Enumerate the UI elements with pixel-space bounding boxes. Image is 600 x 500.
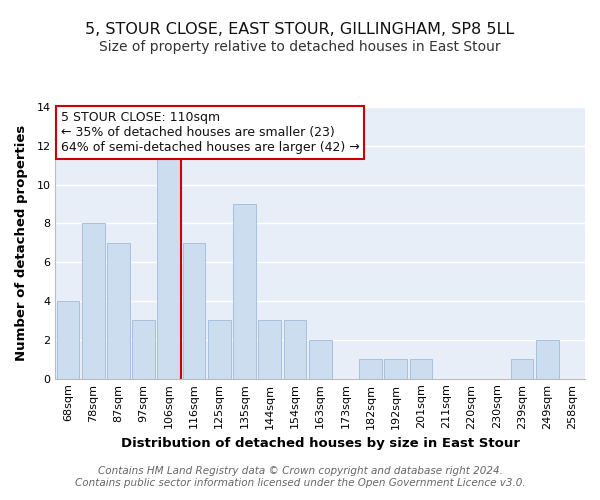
Bar bbox=[410, 360, 433, 378]
Bar bbox=[359, 360, 382, 378]
Bar bbox=[284, 320, 306, 378]
Bar bbox=[259, 320, 281, 378]
Bar bbox=[107, 243, 130, 378]
Bar bbox=[536, 340, 559, 378]
Bar bbox=[385, 360, 407, 378]
X-axis label: Distribution of detached houses by size in East Stour: Distribution of detached houses by size … bbox=[121, 437, 520, 450]
Y-axis label: Number of detached properties: Number of detached properties bbox=[15, 124, 28, 361]
Text: 5, STOUR CLOSE, EAST STOUR, GILLINGHAM, SP8 5LL: 5, STOUR CLOSE, EAST STOUR, GILLINGHAM, … bbox=[85, 22, 515, 38]
Text: 5 STOUR CLOSE: 110sqm
← 35% of detached houses are smaller (23)
64% of semi-deta: 5 STOUR CLOSE: 110sqm ← 35% of detached … bbox=[61, 111, 359, 154]
Bar bbox=[182, 243, 205, 378]
Text: Size of property relative to detached houses in East Stour: Size of property relative to detached ho… bbox=[99, 40, 501, 54]
Bar bbox=[511, 360, 533, 378]
Bar bbox=[233, 204, 256, 378]
Bar bbox=[132, 320, 155, 378]
Bar bbox=[82, 224, 104, 378]
Bar bbox=[309, 340, 332, 378]
Bar bbox=[56, 301, 79, 378]
Bar bbox=[208, 320, 230, 378]
Bar bbox=[157, 146, 180, 378]
Text: Contains HM Land Registry data © Crown copyright and database right 2024.
Contai: Contains HM Land Registry data © Crown c… bbox=[74, 466, 526, 487]
